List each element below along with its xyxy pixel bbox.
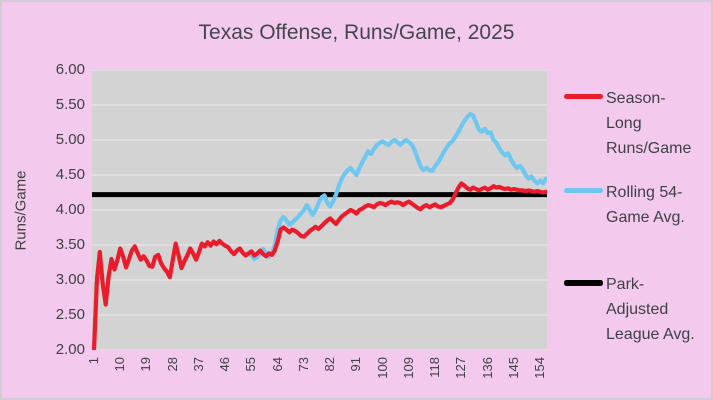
legend-swatch-park-line xyxy=(564,280,603,286)
legend-item-park: Park- Adjusted League Avg. xyxy=(564,272,711,347)
y-tick-label: 4.00 xyxy=(55,201,85,218)
plot-area xyxy=(91,69,549,353)
x-tick-label: 1 xyxy=(86,357,101,365)
y-tick-label: 2.00 xyxy=(55,341,85,358)
legend-swatch-rolling-line xyxy=(564,188,603,193)
x-tick-label: 82 xyxy=(322,357,338,372)
legend-label-season: Season- Long Runs/Game xyxy=(606,90,692,157)
x-tick-label: 109 xyxy=(400,357,416,379)
x-tick-label: 100 xyxy=(374,357,390,379)
y-tick-label: 5.50 xyxy=(55,96,85,113)
x-tick-label: 37 xyxy=(190,357,206,372)
x-tick-label: 28 xyxy=(164,357,180,372)
y-tick-label: 2.50 xyxy=(55,306,85,323)
x-tick-label: 55 xyxy=(243,357,259,372)
legend-item-season: Season- Long Runs/Game xyxy=(564,86,711,161)
legend-item-rolling: Rolling 54- Game Avg. xyxy=(564,180,711,230)
x-tick-label: 19 xyxy=(138,357,154,372)
y-tick-label: 4.50 xyxy=(55,166,85,183)
x-tick-label: 136 xyxy=(479,357,495,379)
x-tick-label: 64 xyxy=(269,357,285,372)
y-tick-label: 5.00 xyxy=(55,131,85,148)
y-tick-label: 6.00 xyxy=(55,61,85,78)
x-tick-label: 145 xyxy=(505,357,521,379)
legend-label-park: Park- Adjusted League Avg. xyxy=(606,276,695,343)
x-tick-label: 46 xyxy=(217,357,233,372)
y-tick-label: 3.00 xyxy=(55,271,85,288)
legend-swatch-season-line xyxy=(564,94,603,99)
legend-label-rolling: Rolling 54- Game Avg. xyxy=(606,184,685,226)
x-tick-label: 154 xyxy=(532,357,548,379)
chart-title: Texas Offense, Runs/Game, 2025 xyxy=(198,21,515,44)
x-tick-label: 10 xyxy=(112,357,128,372)
x-tick-label: 127 xyxy=(453,357,469,379)
x-tick-label: 118 xyxy=(427,357,443,378)
series-rolling_54 xyxy=(246,111,549,262)
x-tick-label: 91 xyxy=(348,357,364,372)
x-tick-label: 73 xyxy=(295,357,311,372)
series-season_long xyxy=(91,181,549,353)
chart-series-svg xyxy=(91,69,549,353)
y-tick-label: 3.50 xyxy=(55,236,85,253)
